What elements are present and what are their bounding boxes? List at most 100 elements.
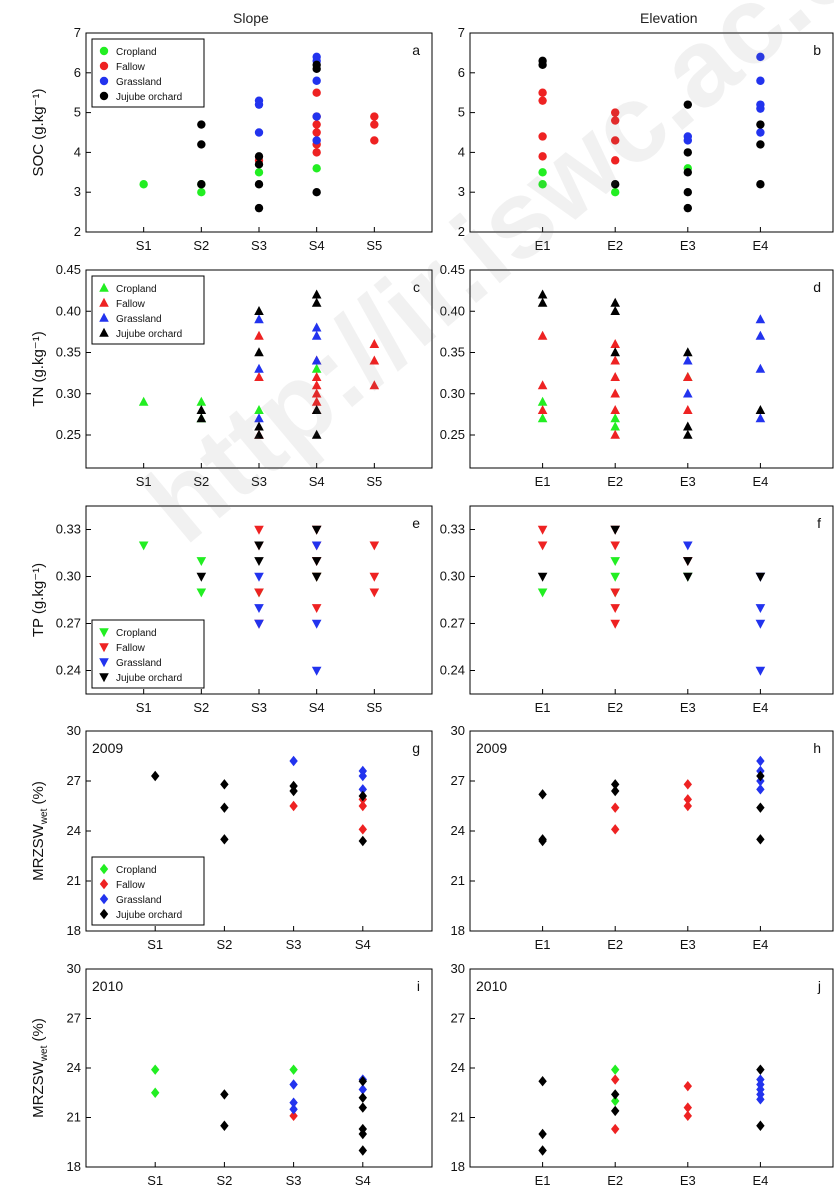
data-point [755, 405, 766, 414]
panel-letter: h [813, 740, 821, 756]
data-point [537, 541, 548, 551]
legend-label: Fallow [116, 643, 146, 654]
data-point [610, 429, 620, 439]
data-point [358, 824, 367, 835]
year-label: 2009 [476, 740, 507, 756]
x-tick-label: E3 [680, 238, 696, 253]
data-point [254, 429, 264, 439]
data-point [610, 588, 620, 598]
panel-e: 0.24 0.27 0.30 0.33 S1 S2 S3 S4 S5 e TP (g.kg⁻¹) Cr… [30, 505, 433, 715]
panel-letter: j [817, 978, 821, 994]
legend-marker [99, 628, 109, 638]
data-point [755, 666, 766, 676]
data-point [138, 541, 149, 551]
x-tick-label: S4 [309, 474, 325, 489]
data-point [683, 541, 693, 551]
panel-i: 18 21 24 27 30 S1 S2 S3 S4 i 2010 MRZSWwet (%) [30, 961, 433, 1188]
data-point [254, 330, 264, 340]
y-tick-label: 5 [458, 105, 465, 120]
legend-label: Fallow [116, 299, 146, 310]
data-point [254, 152, 264, 161]
data-point [254, 588, 264, 598]
data-point [683, 421, 693, 431]
y-axis-label: TN (g.kg⁻¹) [30, 331, 47, 406]
data-point [755, 572, 766, 582]
data-point [197, 120, 206, 129]
data-point [537, 297, 548, 307]
panel-letter: b [813, 42, 821, 58]
data-point [312, 60, 321, 70]
legend-marker [99, 643, 109, 653]
data-point [610, 347, 620, 357]
x-tick-label: S1 [136, 238, 152, 253]
legend-marker [99, 327, 109, 337]
data-point [756, 770, 765, 782]
data-point [311, 541, 322, 551]
y-tick-label: 0.33 [440, 522, 465, 537]
data-point [311, 572, 322, 582]
data-point [254, 160, 264, 169]
data-point [220, 802, 229, 813]
x-tick-label: E2 [607, 700, 623, 715]
y-tick-label: 30 [451, 961, 465, 976]
y-tick-label: 0.24 [440, 663, 465, 678]
data-point [756, 52, 765, 62]
data-point [755, 314, 766, 324]
data-point [311, 405, 322, 414]
x-tick-label: S1 [136, 700, 152, 715]
panel-b: 2 3 4 5 6 7 E1 E2 E3 E4 b [458, 25, 834, 253]
data-point [683, 429, 693, 439]
data-point [610, 413, 620, 423]
y-tick-label: 27 [67, 773, 81, 788]
data-point [311, 330, 322, 340]
x-tick-label: E3 [680, 1173, 696, 1188]
data-point [254, 619, 264, 629]
data-point [311, 388, 322, 398]
legend: Cropland Fallow Grassland Jujube orchard [91, 619, 205, 689]
y-tick-label: 21 [67, 1110, 81, 1125]
y-tick-label: 6 [74, 65, 81, 80]
y-tick-label: 21 [67, 873, 81, 888]
x-tick-label: S4 [309, 238, 325, 253]
data-point [610, 372, 620, 381]
data-point [289, 755, 298, 767]
x-tick-label: S3 [251, 474, 267, 489]
x-tick-label: S5 [366, 238, 382, 253]
data-point [683, 188, 692, 197]
y-tick-label: 0.40 [440, 303, 465, 318]
y-tick-label: 21 [451, 1110, 465, 1125]
data-point [311, 289, 322, 299]
y-tick-label: 3 [458, 184, 465, 199]
data-point [358, 784, 367, 795]
data-point [610, 355, 620, 365]
legend-marker [99, 312, 109, 322]
data-point [254, 180, 264, 189]
data-point [197, 140, 206, 149]
x-tick-label: S5 [366, 474, 382, 489]
y-axis-label: MRZSWwet (%) [30, 1018, 50, 1118]
y-tick-label: 30 [67, 961, 81, 976]
plot-frame [85, 968, 433, 1168]
data-point [196, 396, 207, 406]
data-point [610, 619, 620, 629]
data-point [311, 322, 322, 332]
data-point [370, 112, 379, 121]
data-point [220, 1120, 229, 1131]
legend: Cropland Fallow Grassland Jujube orchard [91, 275, 205, 345]
year-label: 2010 [476, 978, 507, 994]
data-point [196, 413, 207, 423]
x-tick-label: E4 [752, 700, 768, 715]
data-point [683, 572, 693, 582]
data-point [254, 421, 264, 431]
data-point [756, 128, 765, 137]
data-point [254, 347, 264, 357]
data-point [537, 380, 548, 390]
data-point [370, 120, 379, 129]
y-tick-label: 7 [458, 25, 465, 40]
data-point [312, 88, 321, 97]
x-tick-label: S3 [286, 1173, 302, 1188]
data-point [755, 363, 766, 373]
data-point [254, 557, 264, 567]
data-point [369, 572, 380, 582]
